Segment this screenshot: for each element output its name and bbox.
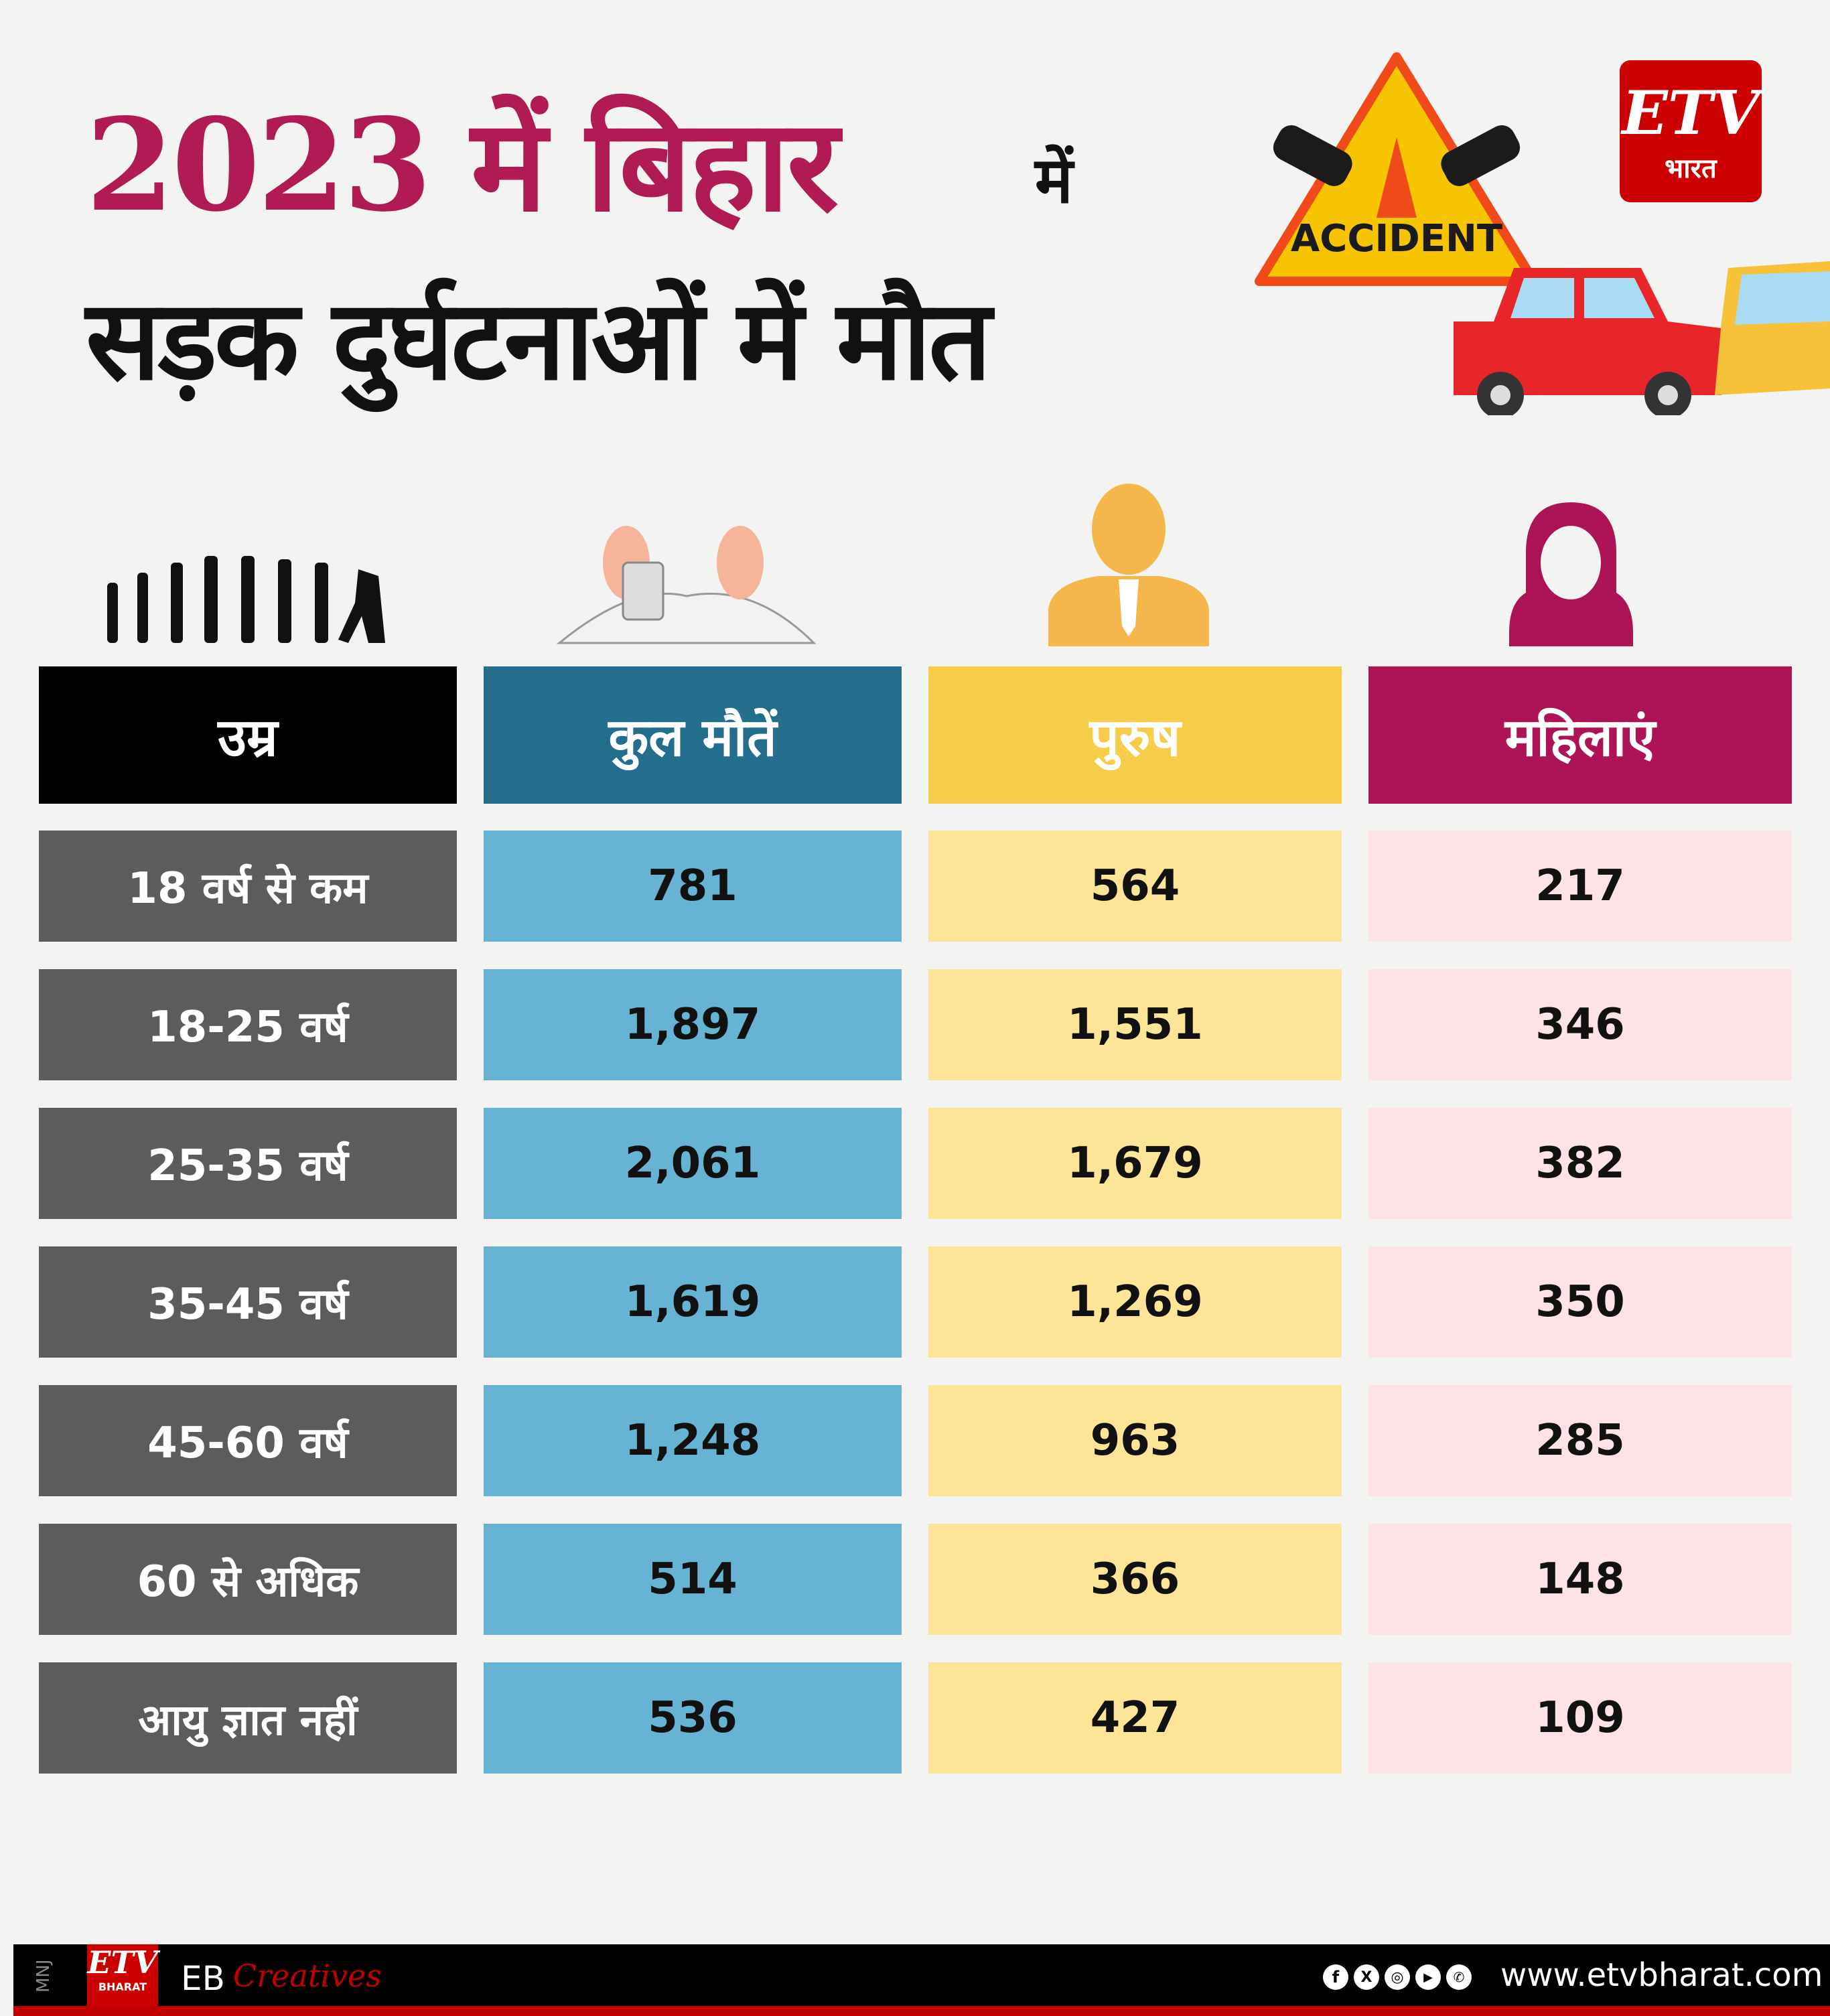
cell-female-deaths: 217 — [1368, 831, 1792, 942]
cell-male-deaths: 1,269 — [928, 1246, 1342, 1358]
instagram-icon[interactable]: ◎ — [1385, 1964, 1410, 1990]
cell-age-group: 18-25 वर्ष — [39, 969, 457, 1080]
cell-female-deaths: 109 — [1368, 1662, 1792, 1774]
social-icons: f X ◎ ▶ ✆ — [1323, 1964, 1472, 1990]
cell-total-deaths: 536 — [484, 1662, 902, 1774]
female-icon — [1509, 502, 1633, 646]
deceased-body-icon — [556, 526, 817, 644]
age-progression-icon — [107, 556, 385, 643]
whatsapp-icon[interactable]: ✆ — [1446, 1964, 1472, 1990]
cell-total-deaths: 1,619 — [484, 1246, 902, 1358]
cell-age-group: 25-35 वर्ष — [39, 1108, 457, 1219]
cell-total-deaths: 1,897 — [484, 969, 902, 1080]
accident-sign-label: ACCIDENT — [1291, 217, 1502, 261]
cell-male-deaths: 1,551 — [928, 969, 1342, 1080]
title-line2: सड़क दुर्घटनाओं में मौत — [86, 275, 991, 405]
cell-age-group: 35-45 वर्ष — [39, 1246, 457, 1358]
cell-age-group: 60 से अधिक — [39, 1524, 457, 1635]
cell-female-deaths: 285 — [1368, 1385, 1792, 1496]
header-total-deaths: कुल मौतें — [484, 666, 902, 804]
etv-bharat-logo: ETV भारत — [1620, 60, 1762, 202]
header-male: पुरुष — [928, 666, 1342, 804]
facebook-icon[interactable]: f — [1323, 1964, 1348, 1990]
cell-female-deaths: 382 — [1368, 1108, 1792, 1219]
cell-male-deaths: 564 — [928, 831, 1342, 942]
cell-male-deaths: 1,679 — [928, 1108, 1342, 1219]
cell-female-deaths: 350 — [1368, 1246, 1792, 1358]
footer-initials: MNJ — [33, 1959, 54, 1993]
accident-sign-icon: ACCIDENT — [1255, 52, 1539, 286]
cell-age-group: 45-60 वर्ष — [39, 1385, 457, 1496]
crashed-cars-icon — [1454, 261, 1830, 415]
footer-creatives: Creatives — [233, 1958, 382, 1994]
cell-age-group: आयु ज्ञात नहीं — [39, 1662, 457, 1774]
footer-etv-logo: ETV BHARAT — [87, 1944, 158, 2006]
cell-total-deaths: 2,061 — [484, 1108, 902, 1219]
x-icon[interactable]: X — [1354, 1964, 1379, 1990]
cell-male-deaths: 427 — [928, 1662, 1342, 1774]
youtube-icon[interactable]: ▶ — [1415, 1964, 1441, 1990]
footer-red-strip — [13, 2006, 1830, 2016]
website-link[interactable]: www.etvbharat.com — [1500, 1956, 1823, 1994]
footer-bar: MNJ ETV BHARAT EB Creatives f X ◎ ▶ ✆ ww… — [13, 1944, 1830, 2006]
title-line1: 2023 में बिहार — [86, 90, 839, 240]
male-icon — [1048, 484, 1209, 646]
cell-female-deaths: 346 — [1368, 969, 1792, 1080]
cell-total-deaths: 1,248 — [484, 1385, 902, 1496]
cell-age-group: 18 वर्ष से कम — [39, 831, 457, 942]
footer-eb: EB — [181, 1959, 225, 1998]
cell-male-deaths: 366 — [928, 1524, 1342, 1635]
header-age: उम्र — [39, 666, 457, 804]
cell-male-deaths: 963 — [928, 1385, 1342, 1496]
cell-total-deaths: 781 — [484, 831, 902, 942]
cell-female-deaths: 148 — [1368, 1524, 1792, 1635]
header-female: महिलाएं — [1368, 666, 1792, 804]
title-line1-suffix: में — [1035, 143, 1073, 218]
cell-total-deaths: 514 — [484, 1524, 902, 1635]
